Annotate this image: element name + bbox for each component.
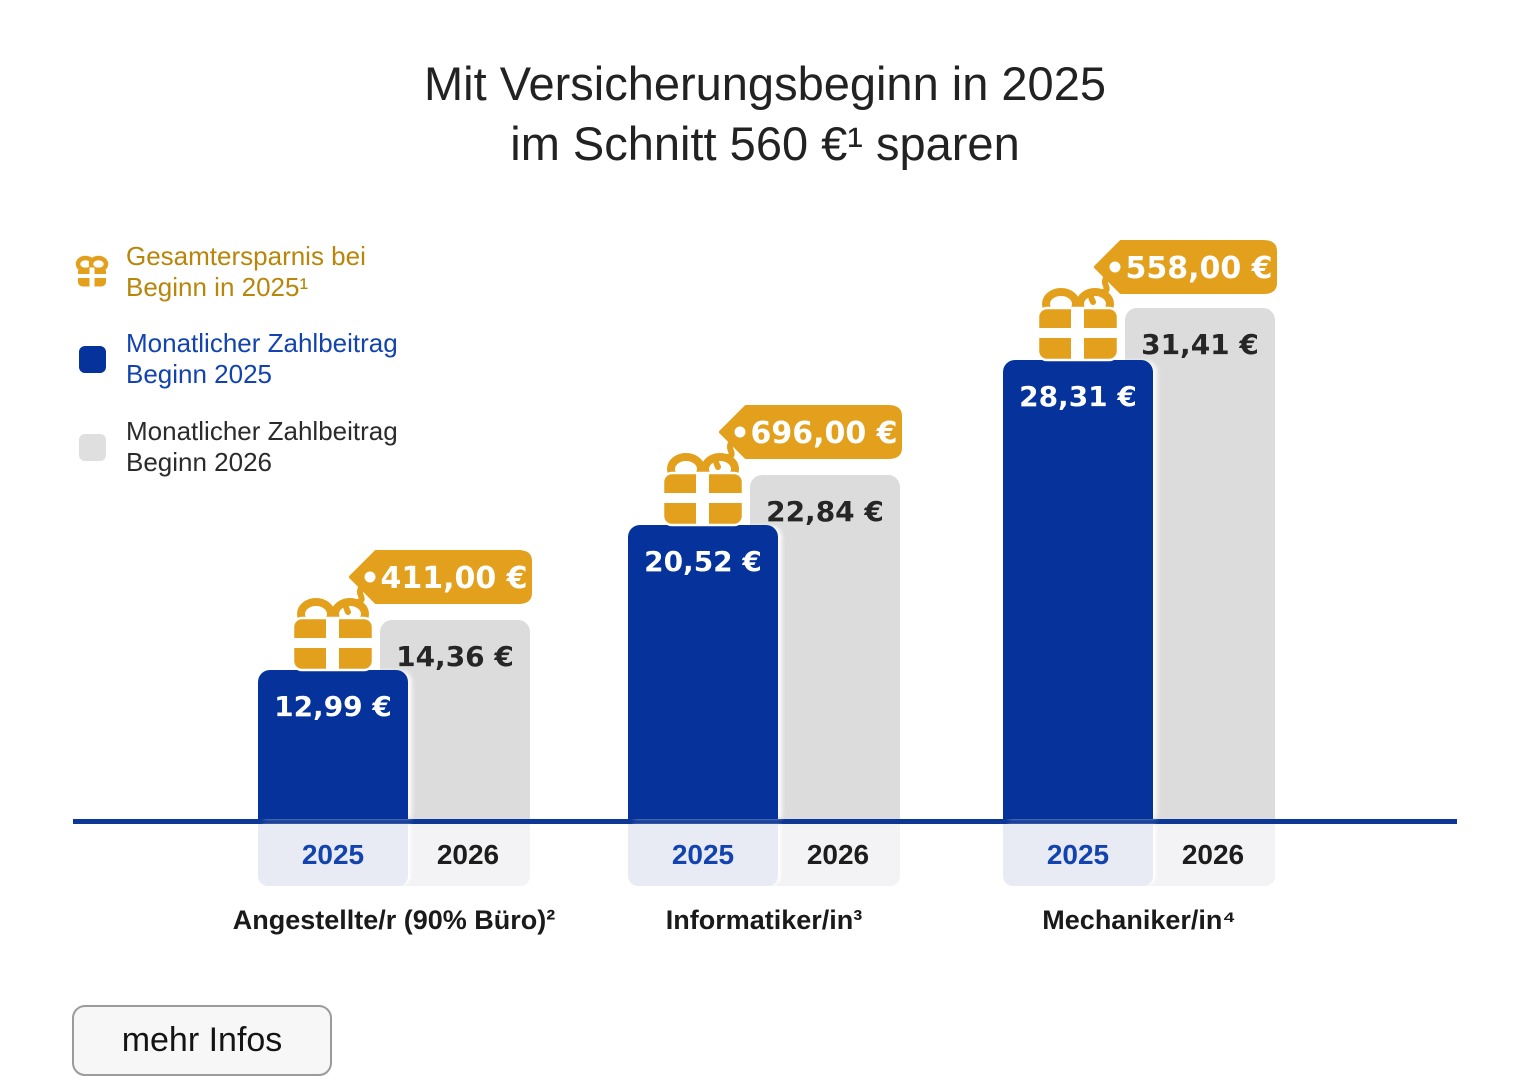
year-label-2026: 2026 <box>1181 839 1245 870</box>
legend-item-premium-2026: Monatlicher Zahlbeitrag Beginn 2026 <box>75 416 398 478</box>
gray-square-icon <box>75 433 109 461</box>
year-box-2025: 2025 <box>258 824 408 886</box>
legend-label-premium-2026: Monatlicher Zahlbeitrag Beginn 2026 <box>126 416 398 477</box>
price-tag-icon: 558,00 € <box>1094 240 1277 294</box>
page-title-line1: Mit Versicherungsbeginn in 2025 <box>424 57 1106 110</box>
year-label-2026: 2026 <box>806 839 870 870</box>
price-tag-icon: 696,00 € <box>719 405 902 459</box>
bar-2025: 20,52 € <box>628 525 778 819</box>
value-label-2026: 14,36 € <box>396 640 514 673</box>
blue-square-icon <box>75 345 109 373</box>
legend-label-premium-2025: Monatlicher Zahlbeitrag Beginn 2025 <box>126 328 398 389</box>
gift-icon <box>661 453 745 527</box>
year-label-2025: 2025 <box>1046 839 1110 870</box>
category-label: Angestellte/r (90% Büro)² <box>232 905 556 935</box>
value-label-2025: 20,52 € <box>644 545 762 578</box>
page-title: Mit Versicherungsbeginn in 2025 im Schni… <box>0 54 1530 174</box>
category-label: Mechaniker/in⁴ <box>1042 905 1236 935</box>
gift-icon <box>75 255 109 289</box>
year-label-2026: 2026 <box>436 839 500 870</box>
tag-string-icon <box>342 579 371 615</box>
legend-item-premium-2025: Monatlicher Zahlbeitrag Beginn 2025 <box>75 328 398 390</box>
tag-string-icon <box>1087 269 1116 305</box>
savings-tag-label: 411,00 € <box>380 561 527 596</box>
year-box-2025: 2025 <box>628 824 778 886</box>
year-box-2025: 2025 <box>1003 824 1153 886</box>
savings-tag-label: 696,00 € <box>750 416 897 451</box>
value-label-2025: 12,99 € <box>274 690 392 723</box>
gift-icon <box>1036 288 1120 362</box>
bar-2025: 28,31 € <box>1003 360 1153 819</box>
year-label-2025: 2025 <box>301 839 365 870</box>
bar-group-informatiker: 22,84 € 20,52 € 696,00 € 2026 2025 <box>628 0 902 1080</box>
value-label-2025: 28,31 € <box>1019 380 1137 413</box>
bar-group-angestellte: 14,36 € 12,99 € 411,00 € 2026 2025 <box>233 0 555 1080</box>
legend-item-savings: Gesamtersparnis bei Beginn in 2025¹ <box>75 241 366 303</box>
legend-label-savings: Gesamtersparnis bei Beginn in 2025¹ <box>126 241 366 302</box>
bar-2025: 12,99 € <box>258 670 408 819</box>
more-info-button[interactable]: mehr Infos <box>72 1005 332 1076</box>
savings-tag-label: 558,00 € <box>1125 251 1272 286</box>
tag-string-icon <box>712 434 741 470</box>
year-label-2025: 2025 <box>671 839 735 870</box>
bar-group-mechaniker: 31,41 € 28,31 € 558,00 € 2026 2025 <box>1003 0 1277 1080</box>
value-label-2026: 31,41 € <box>1141 328 1259 361</box>
price-tag-icon: 411,00 € <box>349 550 532 604</box>
category-label: Informatiker/in³ <box>665 905 863 935</box>
x-axis-line <box>73 819 1457 824</box>
value-label-2026: 22,84 € <box>766 495 884 528</box>
page-title-line2: im Schnitt 560 €¹ sparen <box>510 117 1020 170</box>
gift-icon <box>291 598 375 672</box>
